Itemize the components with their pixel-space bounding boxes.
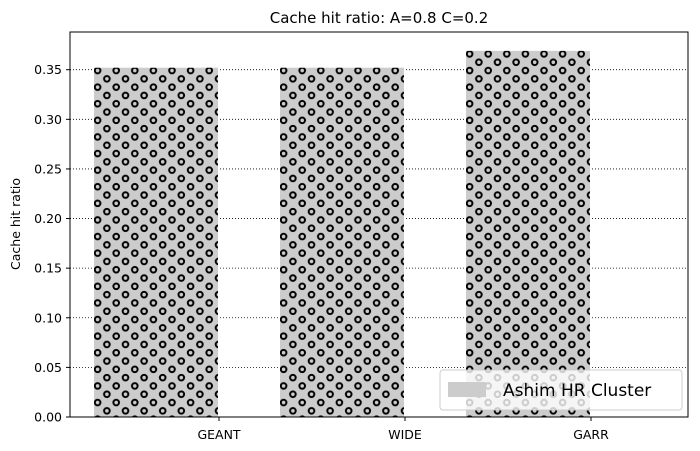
y-axis-label: Cache hit ratio	[8, 178, 23, 270]
bar-geant	[94, 67, 218, 417]
x-tick-label: GARR	[573, 427, 609, 442]
legend: Ashim HR Cluster	[439, 369, 683, 411]
y-tick-label: 0.10	[34, 310, 62, 325]
y-tick-label: 0.05	[34, 360, 62, 375]
legend-frame	[439, 369, 683, 411]
y-tick-label: 0.00	[34, 410, 62, 425]
y-tick-label: 0.25	[34, 161, 62, 176]
x-tick-label: GEANT	[197, 427, 240, 442]
y-tick-label: 0.30	[34, 112, 62, 127]
chart-title: Cache hit ratio: A=0.8 C=0.2	[270, 9, 489, 27]
y-tick-label: 0.20	[34, 211, 62, 226]
x-axis-ticks: GEANT WIDE GARR	[197, 417, 609, 442]
y-axis-ticks: 0.00 0.05 0.10 0.15 0.20 0.25 0.30 0.35	[34, 62, 70, 425]
legend-swatch	[448, 382, 486, 397]
x-tick-label: WIDE	[388, 427, 422, 442]
bars	[94, 50, 590, 417]
plot-frame	[69, 31, 689, 418]
y-tick-label: 0.15	[34, 261, 62, 276]
legend-label: Ashim HR Cluster	[503, 381, 651, 401]
bar-garr	[466, 50, 590, 417]
y-tick-label: 0.35	[34, 62, 62, 77]
bar-wide	[280, 67, 404, 417]
